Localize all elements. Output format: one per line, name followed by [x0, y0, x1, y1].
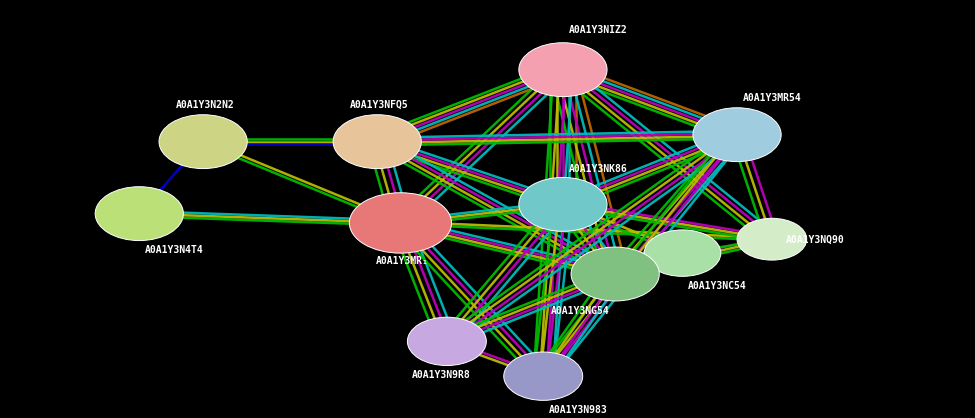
Ellipse shape: [519, 177, 607, 231]
Text: A0A1Y3NFQ5: A0A1Y3NFQ5: [350, 100, 409, 110]
Ellipse shape: [333, 115, 421, 168]
Text: A0A1Y3NC54: A0A1Y3NC54: [688, 281, 747, 291]
Ellipse shape: [571, 247, 659, 301]
Text: A0A1Y3NIZ2: A0A1Y3NIZ2: [568, 25, 628, 35]
Text: A0A1Y3N983: A0A1Y3N983: [549, 405, 607, 415]
Text: A0A1Y3NK86: A0A1Y3NK86: [568, 164, 628, 174]
Ellipse shape: [644, 230, 721, 276]
Ellipse shape: [349, 193, 451, 253]
Text: A0A1Y3N9R8: A0A1Y3N9R8: [411, 370, 471, 380]
Ellipse shape: [96, 187, 183, 241]
Text: A0A1Y3NQ90: A0A1Y3NQ90: [786, 234, 844, 244]
Ellipse shape: [504, 352, 583, 400]
Ellipse shape: [737, 218, 806, 260]
Text: A0A1Y3MR54: A0A1Y3MR54: [743, 93, 801, 103]
Ellipse shape: [408, 317, 487, 365]
Ellipse shape: [519, 43, 607, 97]
Text: A0A1Y3N2N2: A0A1Y3N2N2: [176, 100, 235, 110]
Text: A0A1Y3MR₁: A0A1Y3MR₁: [376, 256, 429, 266]
Ellipse shape: [159, 115, 248, 168]
Ellipse shape: [693, 108, 781, 162]
Text: A0A1Y3N4T4: A0A1Y3N4T4: [145, 245, 204, 255]
Text: A0A1Y3NG54: A0A1Y3NG54: [551, 306, 609, 316]
